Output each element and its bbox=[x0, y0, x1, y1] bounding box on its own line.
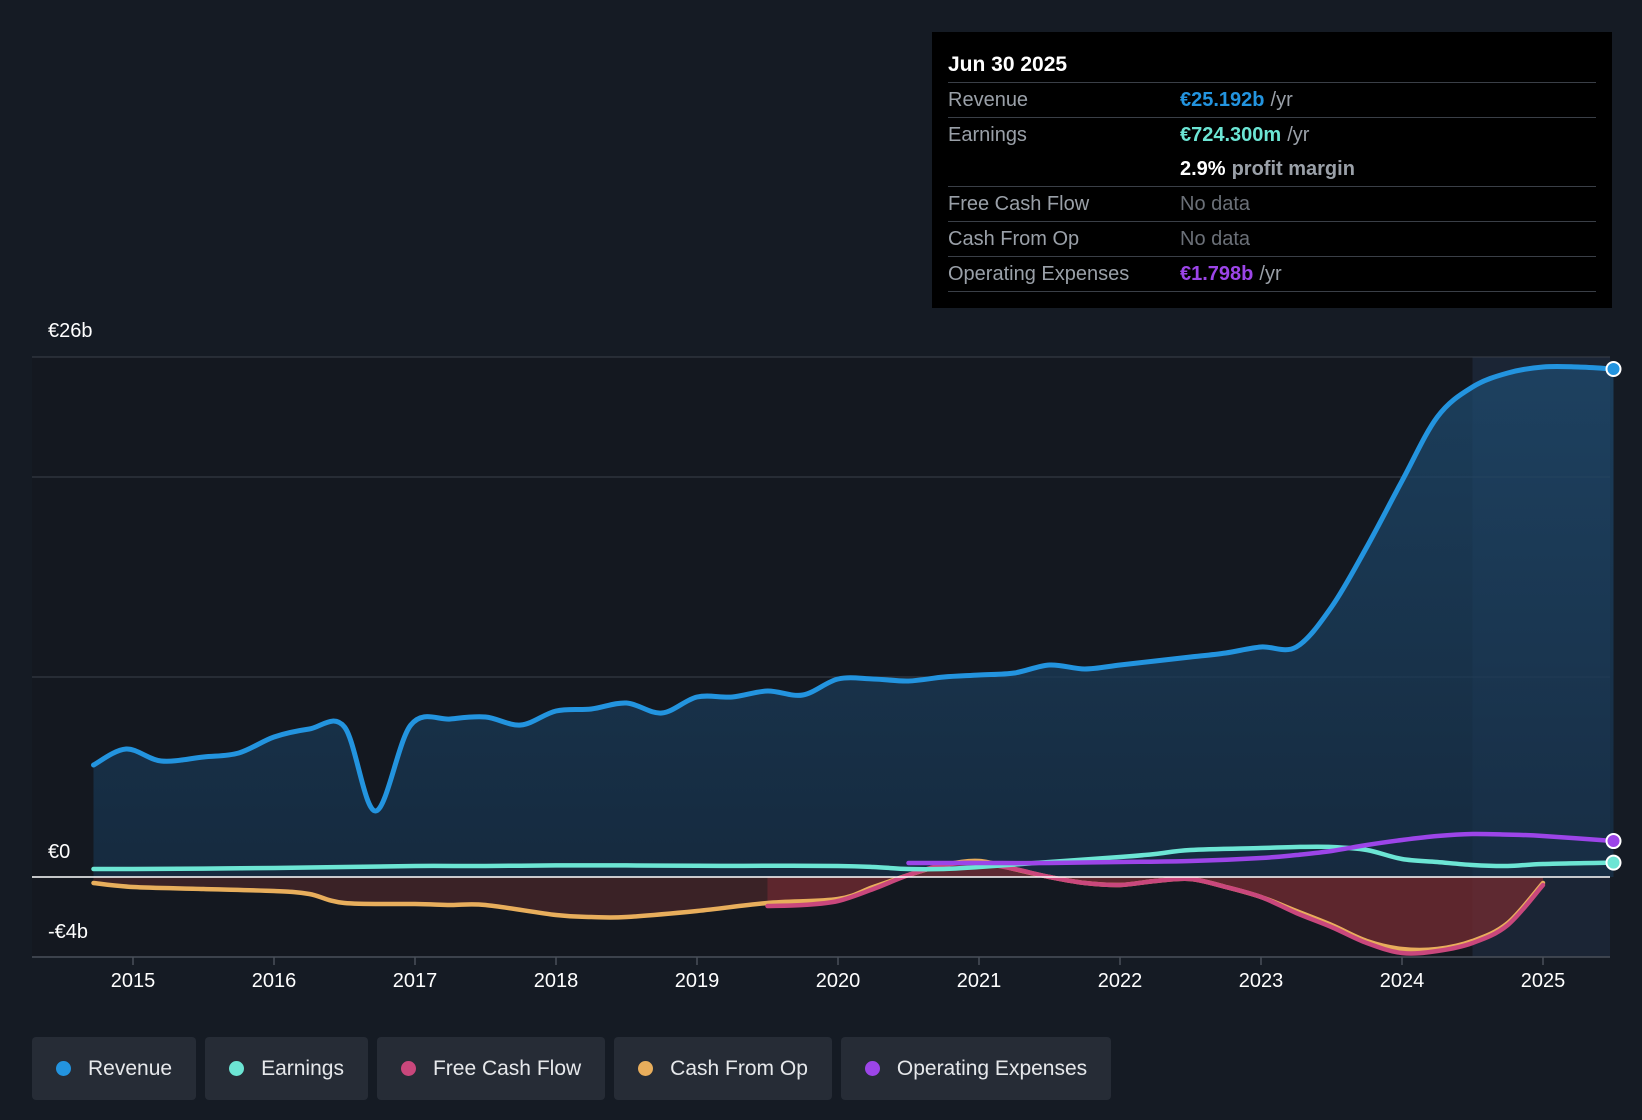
tooltip-row-opex: Operating Expenses €1.798b /yr bbox=[948, 256, 1596, 292]
y-tick-label-bottom: -€4b bbox=[48, 921, 89, 943]
x-tick-label: 2021 bbox=[956, 970, 1002, 992]
legend-dot-icon bbox=[229, 1061, 245, 1076]
legend-label: Earnings bbox=[261, 1056, 344, 1080]
x-tick-label: 2015 bbox=[110, 970, 156, 992]
tooltip-opex-value: €1.798b bbox=[1180, 262, 1254, 285]
x-tick-label: 2019 bbox=[674, 970, 720, 992]
revenue-area bbox=[93, 366, 1614, 877]
tooltip-fcf-label: Free Cash Flow bbox=[948, 192, 1090, 215]
tooltip-margin-text: profit margin bbox=[1231, 157, 1355, 180]
tooltip-row-cfo: Cash From Op No data bbox=[948, 221, 1596, 256]
x-tick-label: 2022 bbox=[1097, 970, 1143, 992]
legend-label: Cash From Op bbox=[670, 1056, 808, 1080]
earnings-line bbox=[91, 844, 1616, 872]
free-cash-flow-line bbox=[765, 860, 1546, 956]
operating-expenses-line bbox=[906, 831, 1616, 866]
revenue-line bbox=[91, 363, 1616, 814]
revenue-end-marker bbox=[1605, 361, 1622, 377]
tooltip-revenue-label: Revenue bbox=[948, 88, 1029, 111]
cash-from-op-area bbox=[93, 860, 1543, 950]
legend-dot-icon bbox=[638, 1061, 654, 1076]
x-tick-label: 2016 bbox=[251, 970, 297, 992]
legend-dot-icon bbox=[56, 1061, 71, 1076]
x-tick-label: 2020 bbox=[815, 970, 861, 992]
tooltip-fcf-value: No data bbox=[1180, 192, 1251, 215]
legend: Revenue Earnings Free Cash Flow Cash Fro… bbox=[32, 1037, 1112, 1100]
legend-label: Operating Expenses bbox=[896, 1056, 1088, 1080]
legend-dot-icon bbox=[400, 1061, 416, 1076]
legend-dot-icon bbox=[864, 1061, 880, 1076]
tooltip-earnings-unit: /yr bbox=[1287, 123, 1310, 146]
tooltip-opex-label: Operating Expenses bbox=[948, 262, 1130, 285]
free-cash-flow-area bbox=[767, 862, 1543, 954]
x-tick-label: 2018 bbox=[533, 970, 579, 992]
tooltip-revenue-unit: /yr bbox=[1270, 88, 1293, 111]
tooltip-revenue-value: €25.192b bbox=[1180, 88, 1265, 111]
tooltip-earnings-label: Earnings bbox=[948, 123, 1027, 146]
tooltip-opex-unit: /yr bbox=[1259, 262, 1282, 285]
x-tick-label: 2024 bbox=[1379, 970, 1425, 992]
tooltip-panel: Jun 30 2025 Revenue €25.192b /yr Earning… bbox=[932, 32, 1612, 308]
tooltip-margin-value: 2.9% bbox=[1180, 157, 1226, 180]
tooltip-row-earnings: Earnings €724.300m /yr bbox=[948, 117, 1596, 152]
tooltip-date: Jun 30 2025 bbox=[948, 53, 1068, 76]
operating-expenses-end-marker bbox=[1605, 833, 1622, 850]
legend-item-operating-expenses[interactable]: Operating Expenses bbox=[840, 1037, 1112, 1100]
tooltip-row-revenue: Revenue €25.192b /yr bbox=[948, 82, 1596, 117]
tooltip-cfo-label: Cash From Op bbox=[948, 227, 1080, 250]
y-tick-label-zero: €0 bbox=[48, 841, 71, 863]
legend-item-revenue[interactable]: Revenue bbox=[32, 1037, 197, 1100]
legend-label: Free Cash Flow bbox=[432, 1056, 582, 1080]
y-tick-label-top: €26b bbox=[48, 320, 93, 342]
legend-item-earnings[interactable]: Earnings bbox=[205, 1037, 368, 1100]
legend-label: Revenue bbox=[88, 1056, 173, 1080]
legend-item-cash-from-op[interactable]: Cash From Op bbox=[614, 1037, 832, 1100]
x-tick-label: 2023 bbox=[1238, 970, 1284, 992]
tooltip-row-margin: 2.9% profit margin bbox=[948, 152, 1596, 186]
earnings-end-marker bbox=[1605, 854, 1622, 871]
tooltip-earnings-value: €724.300m bbox=[1180, 123, 1282, 146]
tooltip-cfo-value: No data bbox=[1180, 227, 1251, 250]
legend-item-free-cash-flow[interactable]: Free Cash Flow bbox=[376, 1037, 606, 1100]
x-tick-label: 2025 bbox=[1520, 970, 1566, 992]
tooltip-row-fcf: Free Cash Flow No data bbox=[948, 186, 1596, 221]
x-tick-label: 2017 bbox=[392, 970, 438, 992]
